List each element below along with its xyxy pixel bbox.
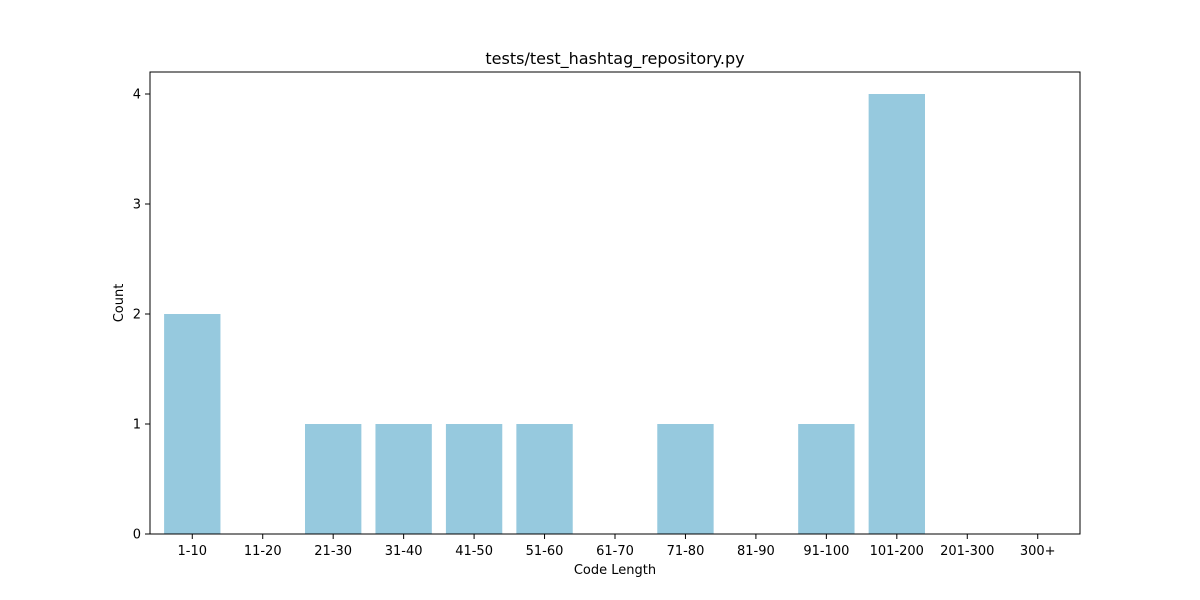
bar-41-50: [445, 424, 503, 534]
x-axis: 1-10 11-20 21-30 31-40 41-50 51-60 61-70 71-80 8…: [178, 534, 1056, 559]
x-tick-label-81-90: 81-90: [737, 544, 775, 559]
y-tick-label-3: 3: [133, 198, 141, 213]
x-tick-label-41-50: 41-50: [455, 544, 493, 559]
y-tick-label-4: 4: [133, 88, 141, 103]
x-tick-label-21-30: 21-30: [314, 544, 352, 559]
bar-21-30: [305, 424, 362, 534]
bars-group: [164, 94, 925, 534]
x-axis-label: Code Length: [574, 563, 656, 578]
bar-91-100: [798, 424, 855, 534]
plot-frame: [149, 71, 1081, 535]
bar-101-200: [868, 94, 925, 534]
x-tick-label-201-300: 201-300: [940, 544, 994, 559]
y-tick-label-1: 1: [133, 418, 141, 433]
x-tick-label-71-80: 71-80: [667, 544, 705, 559]
x-tick-label-1-10: 1-10: [178, 544, 208, 559]
x-tick-label-101-200: 101-200: [870, 544, 924, 559]
bar-71-80: [657, 424, 714, 534]
bar-31-40: [375, 424, 432, 534]
x-tick-label-51-60: 51-60: [526, 544, 564, 559]
chart-title: tests/test_hashtag_repository.py: [485, 49, 744, 69]
x-tick-label-11-20: 11-20: [244, 544, 282, 559]
x-tick-label-61-70: 61-70: [596, 544, 634, 559]
y-axis: 0 1 2 3 4: [133, 88, 150, 543]
x-tick-label-300plus: 300+: [1020, 544, 1056, 559]
x-tick-label-31-40: 31-40: [385, 544, 423, 559]
y-axis-label: Count: [112, 284, 127, 323]
bar-51-60: [516, 424, 573, 534]
bar-1-10: [164, 314, 221, 534]
y-tick-label-2: 2: [133, 308, 141, 323]
y-tick-label-0: 0: [133, 528, 141, 543]
x-tick-label-91-100: 91-100: [803, 544, 849, 559]
